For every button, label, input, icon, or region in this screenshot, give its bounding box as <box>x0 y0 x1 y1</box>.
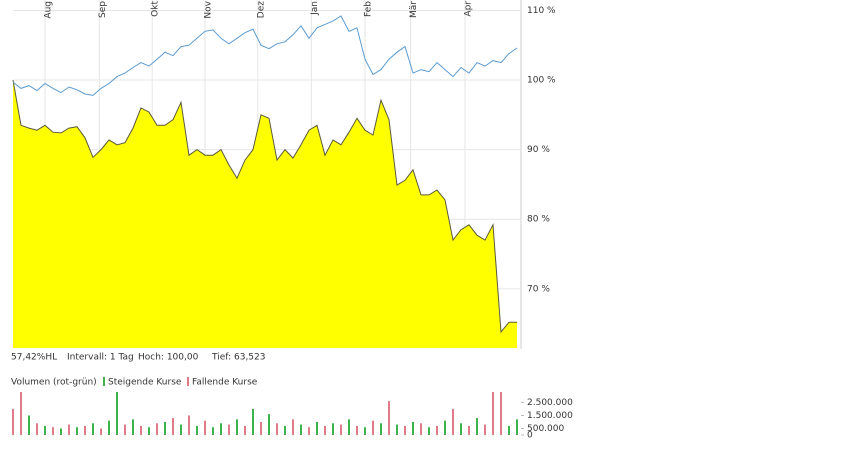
volume-bar <box>324 425 326 435</box>
stat-label: Hoch: 100,00 <box>138 353 199 363</box>
y-tick-label: 90 % <box>527 145 550 155</box>
stat-label: 57,42%HL <box>11 353 57 363</box>
volume-bar <box>420 423 422 435</box>
volume-bar <box>148 427 150 435</box>
x-tick-label: Feb <box>364 1 374 17</box>
line <box>12 15 518 96</box>
y-tick-label: 70 % <box>527 284 550 294</box>
volume-bar <box>516 419 518 435</box>
volume-bar <box>116 392 118 435</box>
volume-bar <box>132 419 134 435</box>
volume-bar <box>476 418 478 435</box>
volume-bar <box>196 425 198 435</box>
volume-bar <box>468 425 470 435</box>
volume-bar <box>156 423 158 435</box>
y-tick-label: 80 % <box>527 215 550 225</box>
volume-bar <box>220 423 222 435</box>
volume-bar <box>276 423 278 435</box>
y-tick-label: 100 % <box>527 76 556 86</box>
stat-label: Tief: 63,523 <box>211 353 266 363</box>
volume-bar <box>396 424 398 435</box>
volume-bar <box>20 392 22 435</box>
volume-bar <box>292 419 294 435</box>
volume-bar <box>300 424 302 435</box>
volume-bar <box>388 401 390 435</box>
volume-bar <box>60 428 62 435</box>
volume-bar <box>228 424 230 435</box>
volume-bar <box>356 425 358 435</box>
volume-bar <box>500 392 502 435</box>
y-tick-label: 110 % <box>527 6 556 16</box>
legend-swatch <box>187 377 189 386</box>
volume-bar <box>508 425 510 435</box>
line <box>12 79 517 334</box>
y-tick-label: 2.500.000 <box>527 398 573 408</box>
volume-bar <box>484 424 486 435</box>
volume-bar <box>100 428 102 435</box>
x-tick-label: Sep <box>98 1 108 18</box>
volume-bar <box>340 424 342 435</box>
volume-bar <box>332 423 334 435</box>
volume-bar <box>460 423 462 435</box>
x-tick-label: Aug <box>44 1 54 19</box>
volume-bar <box>316 421 318 435</box>
volume-bar <box>204 420 206 435</box>
volume-bar <box>36 423 38 435</box>
volume-bar <box>92 423 94 435</box>
volume-bar <box>364 427 366 435</box>
volume-bar <box>244 425 246 435</box>
volume-bar <box>412 421 414 435</box>
volume-bar <box>28 415 30 435</box>
volume-bar <box>52 427 54 435</box>
volume-bar <box>108 420 110 435</box>
volume-bar <box>140 425 142 435</box>
volume-bar <box>284 425 286 435</box>
volume-bar <box>444 420 446 435</box>
volume-bar <box>76 427 78 435</box>
x-tick-label: Apr <box>464 1 474 17</box>
area <box>13 80 517 348</box>
legend-label: Steigende Kurse <box>108 378 182 388</box>
stat-label: Intervall: 1 Tag <box>67 353 134 363</box>
volume-bar <box>164 421 166 435</box>
volume-bar <box>212 427 214 435</box>
x-tick-label: Nov <box>204 0 214 18</box>
volume-bar <box>436 425 438 435</box>
legend-swatch <box>103 377 105 386</box>
volume-bar <box>252 408 254 435</box>
volume-bar <box>180 424 182 435</box>
volume-bar <box>380 423 382 435</box>
volume-bar <box>12 408 14 435</box>
volume-bar <box>492 392 494 435</box>
volume-bar <box>404 425 406 435</box>
volume-bar <box>44 425 46 435</box>
volume-bar <box>308 427 310 435</box>
volume-bar <box>172 418 174 435</box>
x-tick-label: Okt <box>151 1 161 17</box>
volume-bar <box>372 420 374 435</box>
volume-bar <box>68 424 70 435</box>
legend-label: Fallende Kurse <box>192 378 258 388</box>
x-tick-label: Dez <box>256 1 266 18</box>
volume-bar <box>348 419 350 435</box>
volume-bar <box>84 425 86 435</box>
volume-bar <box>124 424 126 435</box>
volume-bar <box>260 421 262 435</box>
y-tick-label: 1.500.000 <box>527 411 573 421</box>
y-tick-label: 500.000 <box>527 424 564 434</box>
volume-bar <box>452 408 454 435</box>
volume-bar <box>268 414 270 435</box>
volume-bar <box>236 419 238 435</box>
x-tick-label: Jan <box>310 1 320 16</box>
volume-bar <box>428 427 430 435</box>
chart-title: Volumen (rot-grün) <box>11 378 97 388</box>
volume-bar <box>188 415 190 435</box>
y-tick-label: 0 <box>527 431 533 441</box>
x-tick-label: Mär <box>409 1 419 18</box>
